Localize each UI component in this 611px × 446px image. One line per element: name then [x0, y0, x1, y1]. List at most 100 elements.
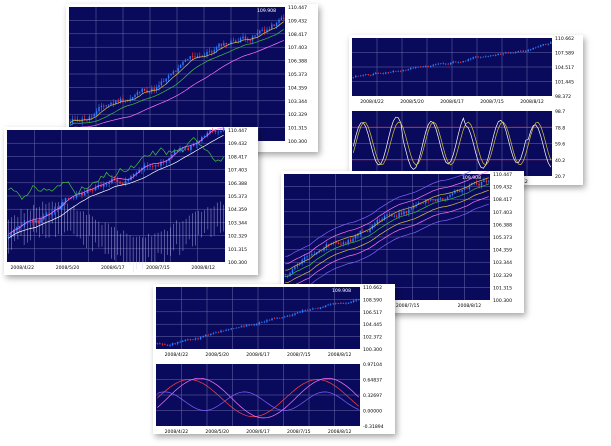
- bollinger-lower: [285, 203, 489, 297]
- chart-right-top: 110.662 107.589 104.517 101.445 98.372 2008/4…: [352, 36, 574, 185]
- candle-body: [176, 341, 179, 344]
- candle-body: [175, 71, 177, 73]
- candle-body: [477, 56, 479, 58]
- x-tick-label: 2008/5/20: [56, 265, 80, 271]
- candle-body: [478, 183, 480, 186]
- candle-body: [383, 216, 386, 219]
- candle-body: [537, 46, 539, 48]
- candle-body: [379, 219, 381, 221]
- y-tick-label: 20.7: [555, 174, 565, 180]
- candle-body: [88, 116, 91, 120]
- candle-body: [320, 250, 323, 252]
- candle-body: [472, 57, 474, 59]
- candle-body: [190, 145, 192, 150]
- candle-body: [460, 61, 462, 63]
- candle-body: [187, 148, 190, 150]
- candle-body: [391, 214, 393, 217]
- candle-body: [160, 81, 163, 86]
- candle-body: [83, 193, 86, 196]
- x-tick-label: 2008/6/17: [246, 352, 270, 358]
- x-tick-label: 2008/6/17: [101, 265, 125, 271]
- candle-body: [94, 187, 97, 191]
- candle-body: [485, 180, 488, 182]
- candle-body: [164, 344, 166, 346]
- candle-body: [311, 254, 313, 256]
- y-tick-label: 109.432: [493, 185, 512, 191]
- candle-body: [386, 214, 388, 217]
- candle-body: [318, 251, 320, 253]
- candle-body: [357, 299, 360, 301]
- y-tick-label: 104.359: [288, 85, 307, 91]
- bollinger-lower: [285, 189, 489, 284]
- candle-body: [328, 244, 330, 245]
- y-tick-label: 105.373: [493, 235, 512, 241]
- candle-body: [248, 324, 250, 326]
- candle-body: [92, 189, 94, 191]
- candle-body: [294, 313, 296, 315]
- x-tick-label: 2008/5/20: [205, 429, 229, 434]
- candle-body: [488, 181, 490, 182]
- candle-body: [492, 55, 494, 56]
- candle-body: [314, 308, 317, 310]
- candle-body: [335, 303, 337, 304]
- candle-body: [355, 299, 357, 301]
- candle-body: [507, 52, 509, 54]
- y-tick-label: 40.2: [555, 158, 565, 164]
- candle-body: [187, 58, 189, 60]
- candle-body: [81, 193, 83, 196]
- candle-body: [427, 200, 429, 201]
- candle-body: [347, 303, 350, 304]
- candle-body: [105, 105, 107, 107]
- candle-body: [517, 50, 519, 52]
- candle-body: [233, 328, 235, 329]
- candle-body: [542, 44, 544, 46]
- y-tick-label: 59.6: [555, 142, 565, 148]
- candle-body: [225, 329, 227, 331]
- candle-body: [194, 338, 197, 340]
- candle-body: [450, 63, 452, 65]
- candle-body: [151, 166, 154, 167]
- y-tick-label: 109.432: [228, 141, 247, 147]
- candle-body: [452, 61, 454, 64]
- candle-body: [482, 56, 484, 58]
- candle-body: [266, 29, 268, 32]
- candle-body: [360, 75, 362, 77]
- candle-body: [138, 170, 140, 173]
- candle-body: [369, 228, 371, 233]
- candle-body: [263, 29, 266, 32]
- bollinger-mid: [285, 183, 489, 277]
- candle-body: [156, 343, 159, 344]
- candle-body: [206, 51, 208, 56]
- candle-body: [177, 67, 179, 72]
- y-tick-label: 110.662: [363, 285, 382, 291]
- chart-top-center: 110.447 109.432 108.417 107.403 106.388 105.3…: [69, 5, 307, 150]
- candle-body: [161, 343, 164, 345]
- candle-body: [173, 150, 176, 155]
- candle-body: [299, 312, 301, 313]
- candle-body: [127, 179, 130, 181]
- candle-body: [449, 194, 451, 198]
- oscillator-line-c: [157, 391, 359, 411]
- candle-body: [213, 50, 215, 53]
- candle-body: [220, 43, 223, 46]
- candle-body: [74, 119, 76, 120]
- candle-body: [422, 66, 424, 68]
- candle-body: [235, 40, 237, 43]
- x-tick-label: 2008/6/17: [246, 429, 270, 434]
- candle-body: [158, 85, 160, 88]
- candle-body: [410, 67, 412, 70]
- candle-body: [230, 40, 232, 44]
- candle-body: [227, 43, 230, 45]
- candle-body: [340, 243, 342, 245]
- y-tick-label: 110.662: [555, 36, 574, 42]
- candle-body: [437, 198, 439, 202]
- x-tick-label: 2008/8/12: [458, 303, 482, 309]
- ma-line-long: [69, 40, 284, 130]
- candle-body: [467, 59, 469, 61]
- candle-body: [149, 166, 151, 167]
- candle-body: [380, 73, 382, 74]
- candle-body: [365, 74, 367, 76]
- y-tick-label: 102.329: [228, 234, 247, 240]
- candle-body: [470, 58, 472, 60]
- candle-body: [215, 332, 217, 334]
